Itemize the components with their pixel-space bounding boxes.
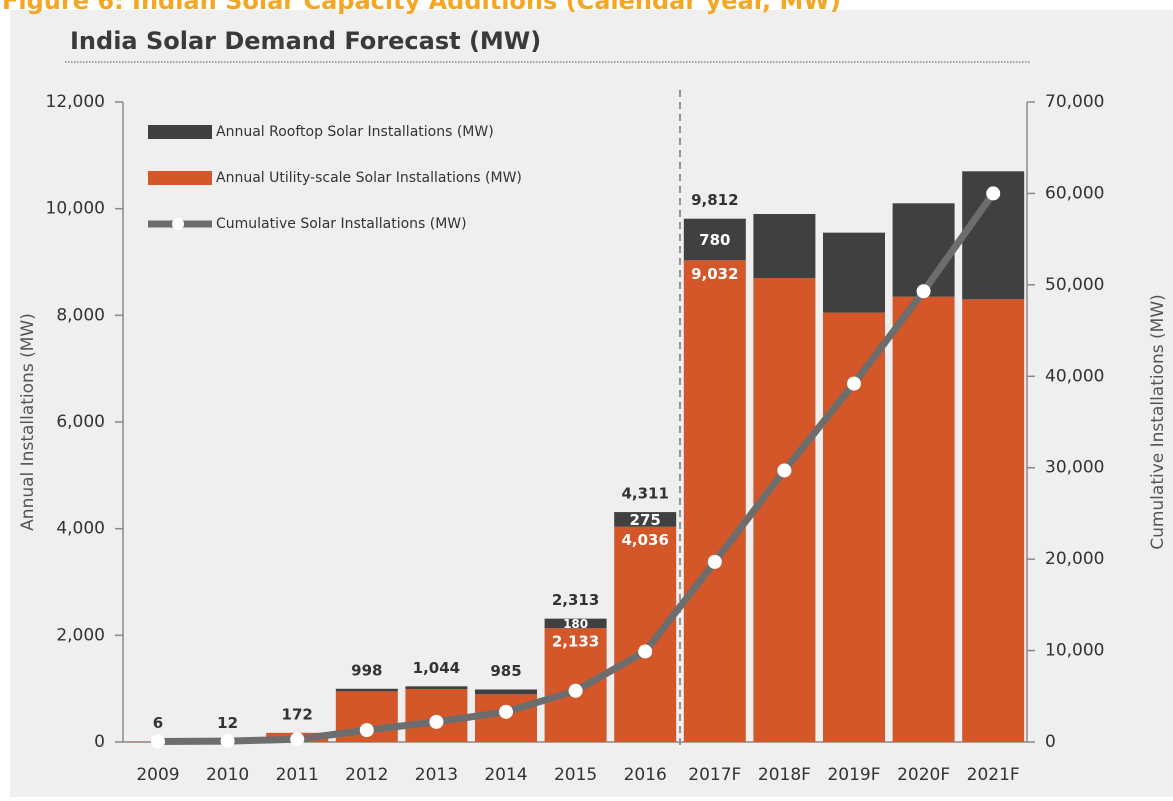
x-tick-label: 2015	[554, 765, 597, 785]
y2-tick-label: 50,000	[1045, 275, 1104, 295]
segment-label: 4,036	[621, 531, 668, 549]
cumulative-marker	[499, 705, 513, 719]
y-tick-label: 8,000	[56, 305, 105, 325]
y2-tick-label: 20,000	[1045, 549, 1104, 569]
legend-swatch	[148, 125, 212, 139]
x-tick-label: 2016	[624, 765, 667, 785]
x-tick-label: 2013	[415, 765, 458, 785]
segment-label: 2,133	[552, 633, 599, 651]
legend-label: Annual Utility-scale Solar Installations…	[216, 170, 522, 186]
total-label: 12	[217, 714, 238, 732]
legend-marker	[172, 218, 184, 230]
cumulative-marker	[221, 734, 235, 748]
cumulative-marker	[638, 644, 652, 658]
legend-label: Annual Rooftop Solar Installations (MW)	[216, 124, 494, 140]
bar-segment	[893, 203, 955, 296]
cumulative-marker	[569, 684, 583, 698]
total-label: 998	[351, 661, 382, 679]
x-tick-label: 2019F	[827, 765, 880, 785]
cumulative-marker	[777, 463, 791, 477]
y2-tick-label: 70,000	[1045, 92, 1104, 112]
cumulative-marker	[290, 732, 304, 746]
y-tick-label: 12,000	[46, 92, 105, 112]
total-label: 1,044	[413, 659, 460, 677]
y-tick-label: 2,000	[56, 625, 105, 645]
bar-segment	[684, 260, 746, 742]
cumulative-marker	[360, 723, 374, 737]
bar-segment	[405, 686, 467, 689]
bar-segment	[823, 233, 885, 313]
x-tick-label: 2021F	[967, 765, 1020, 785]
cumulative-marker	[151, 735, 165, 749]
x-tick-label: 2017F	[688, 765, 741, 785]
total-label: 985	[490, 662, 521, 680]
caption: Figure 6: Indian Solar Capacity Addition…	[2, 0, 841, 15]
y-tick-label: 6,000	[56, 412, 105, 432]
y-axis-label: Annual Installations (MW)	[18, 313, 38, 531]
bar-segment	[753, 214, 815, 278]
x-tick-label: 2009	[136, 765, 179, 785]
legend-swatch	[148, 171, 212, 185]
cumulative-marker	[986, 186, 1000, 200]
x-tick-label: 2011	[276, 765, 319, 785]
y2-tick-label: 40,000	[1045, 366, 1104, 386]
cumulative-marker	[917, 284, 931, 298]
y-tick-label: 0	[94, 732, 105, 752]
legend-label: Cumulative Solar Installations (MW)	[216, 216, 467, 232]
x-tick-label: 2018F	[758, 765, 811, 785]
y2-axis-label: Cumulative Installations (MW)	[1148, 294, 1168, 550]
segment-label: 9,032	[691, 265, 738, 283]
segment-label: 180	[563, 617, 588, 631]
x-tick-label: 2010	[206, 765, 249, 785]
x-tick-label: 2012	[345, 765, 388, 785]
total-label: 2,313	[552, 591, 599, 609]
cumulative-marker	[429, 715, 443, 729]
total-label: 6	[153, 714, 163, 732]
bar-segment	[753, 278, 815, 742]
y-tick-label: 10,000	[46, 199, 105, 219]
x-tick-label: 2014	[484, 765, 527, 785]
y-tick-label: 4,000	[56, 519, 105, 539]
y2-tick-label: 30,000	[1045, 458, 1104, 478]
total-label: 172	[282, 705, 313, 723]
cumulative-marker	[708, 555, 722, 569]
bar-segment	[614, 527, 676, 742]
cumulative-marker	[847, 377, 861, 391]
x-tick-label: 2020F	[897, 765, 950, 785]
bar-segment	[475, 689, 537, 694]
y2-tick-label: 60,000	[1045, 183, 1104, 203]
total-label: 9,812	[691, 191, 738, 209]
bar-segment	[336, 689, 398, 692]
bar-segment	[962, 299, 1024, 742]
segment-label: 780	[699, 231, 730, 249]
y2-tick-label: 0	[1045, 732, 1056, 752]
y2-tick-label: 10,000	[1045, 641, 1104, 661]
bar-segment	[893, 297, 955, 742]
segment-label: 275	[630, 511, 661, 529]
chart-title: India Solar Demand Forecast (MW)	[70, 27, 541, 55]
total-label: 4,311	[621, 485, 668, 503]
